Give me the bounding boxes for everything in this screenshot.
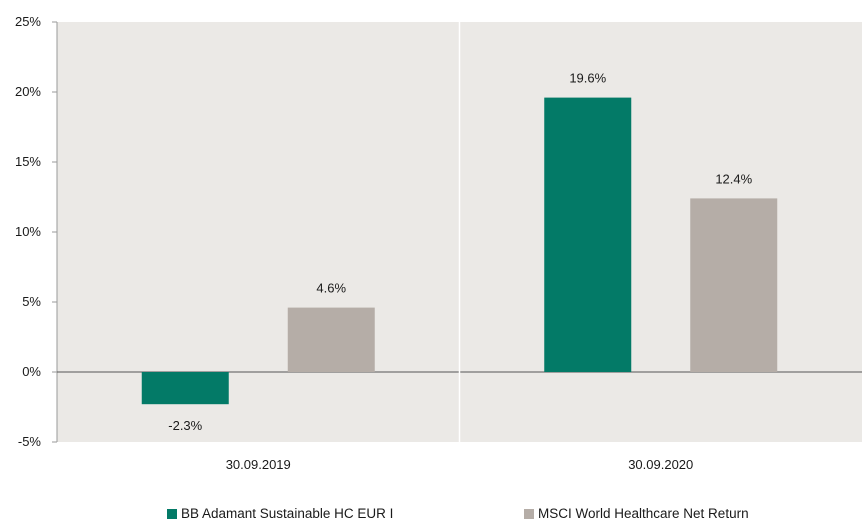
legend-swatch-series-2 — [524, 508, 534, 519]
legend: BB Adamant Sustainable HC EUR I MSCI Wor… — [0, 506, 862, 523]
bar-chart: 25% 20% 15% 10% 5% 0% -5% 30.09.2019 30.09.2020… — [15, 14, 862, 472]
x-axis: 30.09.2019 30.09.2020 — [226, 22, 693, 472]
y-tick-label: 5% — [22, 294, 41, 309]
y-tick-label: 0% — [22, 364, 41, 379]
bar-series-2 — [287, 307, 375, 372]
x-tick-label: 30.09.2019 — [226, 457, 291, 472]
y-tick-label: -5% — [18, 434, 42, 449]
y-tick-label: 25% — [15, 14, 41, 29]
bar-series-1 — [141, 372, 229, 405]
bars — [141, 97, 778, 405]
data-label: 19.6% — [569, 71, 606, 86]
bar-series-2 — [690, 198, 778, 372]
y-tick-label: 10% — [15, 224, 41, 239]
y-tick-label: 20% — [15, 84, 41, 99]
legend-item-series-2: MSCI World Healthcare Net Return — [524, 506, 749, 521]
legend-label-series-1: BB Adamant Sustainable HC EUR I — [181, 506, 394, 521]
data-label: 12.4% — [715, 171, 752, 186]
y-tick-label: 15% — [15, 154, 41, 169]
data-label: -2.3% — [168, 418, 202, 433]
legend-item-series-1: BB Adamant Sustainable HC EUR I — [167, 506, 393, 521]
data-label: 4.6% — [316, 281, 346, 296]
x-tick-label: 30.09.2020 — [628, 457, 693, 472]
legend-swatch-series-1 — [167, 508, 177, 519]
data-labels: -2.3% 19.6% 4.6% 12.4% — [168, 71, 752, 434]
legend-label-series-2: MSCI World Healthcare Net Return — [538, 506, 749, 521]
bar-series-1 — [544, 97, 632, 372]
